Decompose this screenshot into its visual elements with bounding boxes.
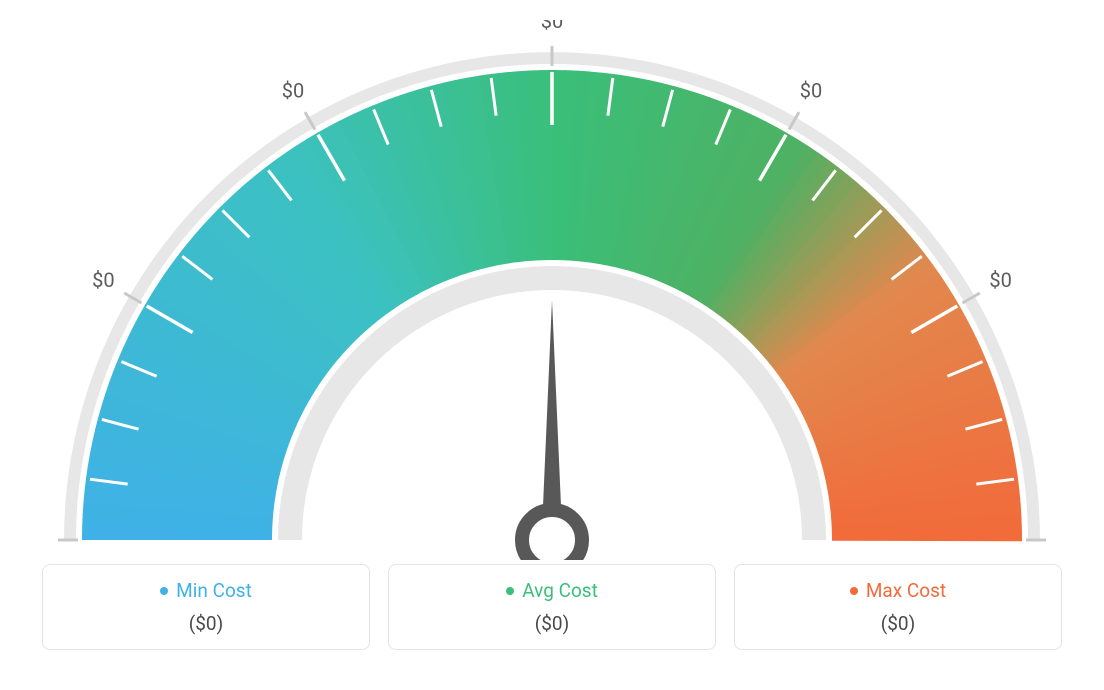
- gauge-chart: $0$0$0$0$0$0$0: [42, 20, 1062, 560]
- legend-top: Min Cost: [160, 579, 252, 602]
- gauge-needle: [543, 300, 561, 506]
- tick-label: $0: [282, 78, 304, 102]
- legend-card-min: Min Cost ($0): [42, 564, 370, 650]
- legend-dot-max: [850, 587, 858, 595]
- gauge-svg: $0$0$0$0$0$0$0: [42, 20, 1062, 560]
- tick-label: $0: [92, 268, 114, 292]
- legend-value-max: ($0): [881, 612, 915, 635]
- tick-label: $0: [800, 78, 822, 102]
- legend-card-avg: Avg Cost ($0): [388, 564, 716, 650]
- legend-label-max: Max Cost: [866, 579, 946, 602]
- legend-card-max: Max Cost ($0): [734, 564, 1062, 650]
- gauge-pivot: [522, 510, 582, 560]
- legend-top: Avg Cost: [506, 579, 598, 602]
- tick-label: $0: [989, 268, 1011, 292]
- legend-label-min: Min Cost: [176, 579, 252, 602]
- legend-top: Max Cost: [850, 579, 946, 602]
- legend-value-min: ($0): [189, 612, 223, 635]
- legend-value-avg: ($0): [535, 612, 569, 635]
- legend-row: Min Cost ($0) Avg Cost ($0) Max Cost ($0…: [42, 564, 1062, 650]
- legend-dot-min: [160, 587, 168, 595]
- legend-label-avg: Avg Cost: [522, 579, 598, 602]
- legend-dot-avg: [506, 587, 514, 595]
- tick-label: $0: [541, 20, 563, 33]
